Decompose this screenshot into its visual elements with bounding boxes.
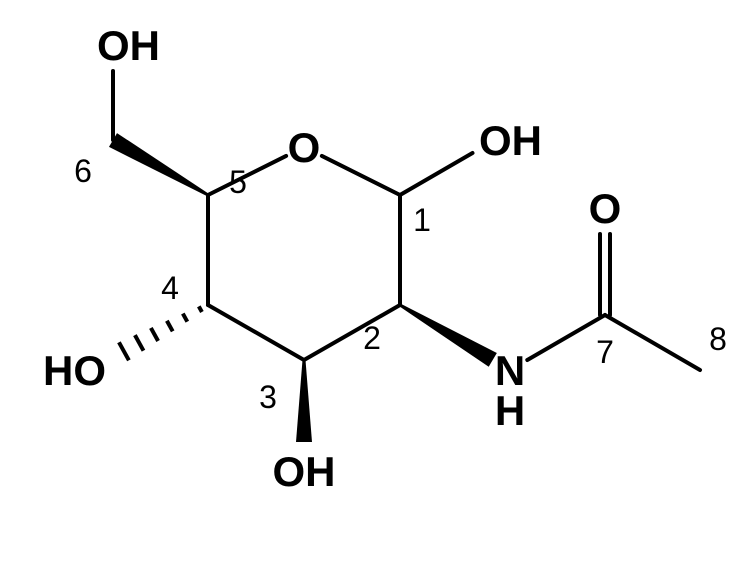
svg-text:OH: OH bbox=[479, 117, 542, 164]
svg-text:1: 1 bbox=[413, 202, 431, 238]
svg-text:3: 3 bbox=[259, 379, 277, 415]
svg-text:4: 4 bbox=[161, 270, 179, 306]
molecule-diagram: OOHOHOHHOONH12345678 bbox=[0, 0, 749, 578]
svg-text:OH: OH bbox=[97, 22, 160, 69]
svg-text:HO: HO bbox=[43, 347, 106, 394]
svg-text:7: 7 bbox=[596, 334, 614, 370]
svg-text:6: 6 bbox=[74, 153, 92, 189]
svg-text:OH: OH bbox=[273, 448, 336, 495]
svg-text:2: 2 bbox=[363, 320, 381, 356]
svg-text:H: H bbox=[495, 387, 525, 434]
svg-text:5: 5 bbox=[229, 164, 247, 200]
svg-text:O: O bbox=[288, 124, 321, 171]
svg-text:8: 8 bbox=[709, 321, 727, 357]
svg-text:O: O bbox=[589, 185, 622, 232]
